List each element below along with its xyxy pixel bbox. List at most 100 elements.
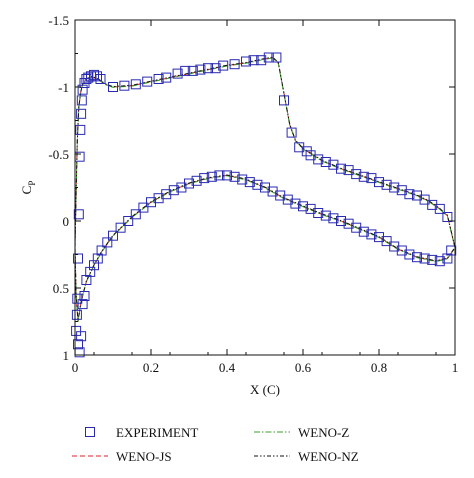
experiment-marker-upper-57 <box>442 212 453 222</box>
y-tick-label-1: -1 <box>58 80 69 95</box>
experiment-marker-lower-4 <box>77 299 88 310</box>
experiment-marker-upper-45 <box>351 169 362 180</box>
experiment-marker-upper-54 <box>419 194 430 205</box>
experiment-marker-lower-10 <box>96 245 107 256</box>
experiment-marker-lower-30 <box>244 177 255 188</box>
experiment-marker-lower-22 <box>184 178 194 189</box>
experiment-marker-upper-40 <box>313 154 324 165</box>
experiment-marker-upper-31 <box>248 55 259 66</box>
experiment-marker-upper-50 <box>389 182 400 193</box>
experiment-marker-lower-45 <box>358 226 369 237</box>
experiment-marker-lower-31 <box>252 179 263 190</box>
experiment-marker-upper-24 <box>187 65 198 76</box>
plot-area <box>71 52 457 358</box>
experiment-marker-lower-56 <box>442 253 453 264</box>
experiment-marker-upper-41 <box>320 157 331 167</box>
axes: 0 0.2 0.4 0.6 0.8 1 -1.5 -1 -0.5 0 0.5 1 X (C) CP <box>19 13 458 397</box>
experiment-marker-upper-46 <box>358 171 369 182</box>
experiment-marker-lower-6 <box>81 275 92 285</box>
experiment-marker-upper-34 <box>271 52 282 63</box>
legend: EXPERIMENT WENO-JS WENO-Z WENO-NZ <box>72 425 359 464</box>
x-tick-label-5: 1 <box>452 360 459 375</box>
experiment-marker-upper-26 <box>203 63 213 74</box>
legend-label-weno-js: WENO-JS <box>116 449 172 464</box>
experiment-marker-lower-5 <box>79 291 90 301</box>
experiment-marker-upper-29 <box>229 59 240 70</box>
experiment-marker-lower-15 <box>130 209 141 220</box>
experiment-marker-lower-9 <box>92 253 103 264</box>
experiment-marker-upper-20 <box>153 74 164 84</box>
experiment-marker-lower-29 <box>237 174 248 185</box>
experiment-marker-upper-52 <box>404 189 415 200</box>
y-axis-label-sub: P <box>27 181 37 186</box>
experiment-marker-lower-40 <box>320 210 331 221</box>
experiment-marker-upper-56 <box>434 203 445 214</box>
legend-label-experiment: EXPERIMENT <box>116 425 198 440</box>
experiment-marker-upper-23 <box>180 65 191 76</box>
experiment-marker-upper-1 <box>72 293 83 304</box>
experiment-marker-lower-27 <box>222 170 232 181</box>
experiment-marker-upper-30 <box>241 56 251 67</box>
x-tick-label-2: 0.4 <box>219 360 236 375</box>
experiment-marker-upper-15 <box>95 74 106 84</box>
experiment-marker-upper-43 <box>336 163 346 174</box>
experiment-marker-upper-17 <box>119 80 130 91</box>
experiment-marker-lower-26 <box>214 170 225 181</box>
experiment-marker-lower-13 <box>115 222 126 233</box>
series-line-weno-js-lower <box>74 174 456 322</box>
experiment-marker-upper-14 <box>92 71 102 82</box>
series-line-weno-z-upper <box>74 57 456 249</box>
experiment-marker-lower-11 <box>102 237 113 248</box>
experiment-marker-upper-19 <box>142 76 153 87</box>
legend-label-weno-nz: WENO-NZ <box>298 449 359 464</box>
experiment-marker-lower-28 <box>229 171 240 182</box>
experiment-marker-upper-27 <box>210 63 221 74</box>
experiment-marker-lower-1 <box>73 339 83 350</box>
experiment-marker-upper-28 <box>218 60 229 71</box>
x-tick-label-4: 0.8 <box>371 360 387 375</box>
legend-label-weno-z: WENO-Z <box>298 425 349 440</box>
experiment-marker-lower-7 <box>85 266 96 277</box>
experiment-marker-upper-5 <box>75 124 86 135</box>
experiment-marker-upper-7 <box>76 95 87 106</box>
x-tick-label-3: 0.6 <box>295 360 312 375</box>
experiment-marker-upper-48 <box>374 177 384 188</box>
experiment-marker-upper-18 <box>130 79 141 90</box>
experiment-marker-upper-49 <box>381 179 392 190</box>
experiment-marker-upper-36 <box>286 127 297 138</box>
experiment-marker-lower-36 <box>290 198 301 209</box>
experiment-marker-lower-46 <box>366 229 377 240</box>
experiment-marker-lower-20 <box>168 185 179 196</box>
experiment-marker-lower-54 <box>427 254 438 265</box>
experiment-marker-lower-16 <box>138 202 149 213</box>
experiment-marker-lower-42 <box>336 216 346 226</box>
y-axis-label-main: C <box>19 186 34 195</box>
experiment-marker-upper-21 <box>161 72 172 83</box>
series-line-weno-nz-upper <box>74 56 456 248</box>
legend-marker-experiment <box>85 427 95 437</box>
y-tick-label-4: 0.5 <box>53 281 69 296</box>
y-tick-label-2: -0.5 <box>48 147 69 162</box>
experiment-marker-lower-51 <box>404 249 415 260</box>
experiment-marker-upper-33 <box>263 52 274 63</box>
x-axis-label: X (C) <box>250 382 280 397</box>
experiment-marker-lower-0 <box>71 309 82 320</box>
series-line-weno-nz-lower <box>74 174 456 322</box>
experiment-marker-lower-48 <box>381 236 392 247</box>
experiment-marker-lower-12 <box>108 230 118 241</box>
experiment-marker-lower-14 <box>123 216 134 226</box>
experiment-marker-upper-35 <box>279 95 289 106</box>
experiment-marker-upper-6 <box>76 108 87 119</box>
experiment-marker-upper-8 <box>77 84 88 95</box>
experiment-marker-lower-23 <box>191 175 202 186</box>
y-tick-label-3: 0 <box>63 214 70 229</box>
experiment-marker-lower-8 <box>89 260 99 271</box>
experiment-marker-lower-57 <box>446 245 457 256</box>
x-tick-label-1: 0.2 <box>143 360 159 375</box>
experiment-marker-upper-22 <box>172 68 183 79</box>
series-line-weno-js-upper <box>74 56 456 248</box>
experiment-marker-lower-3 <box>76 331 87 342</box>
experiment-marker-lower-52 <box>412 252 422 263</box>
experiment-marker-upper-16 <box>108 82 118 92</box>
